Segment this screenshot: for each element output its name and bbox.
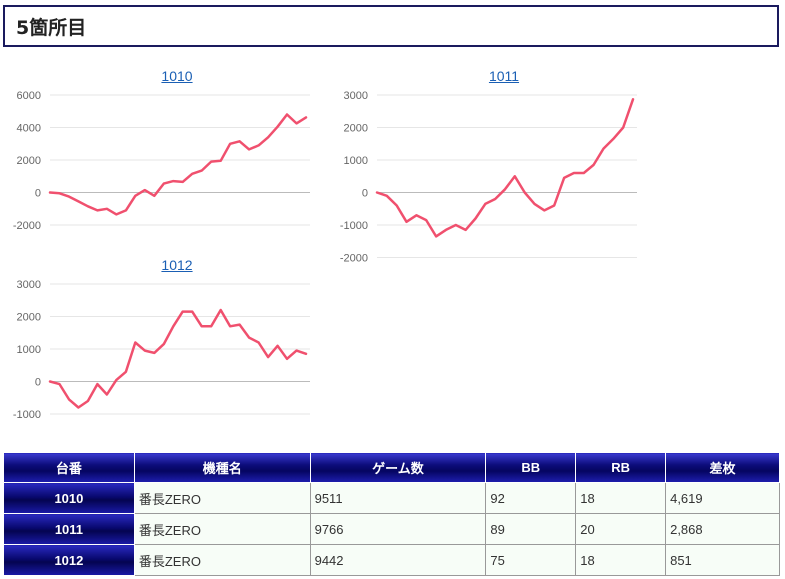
game-count-cell: 9442 [309,544,487,576]
y-tick-label: -2000 [340,253,368,265]
header-bb: BB [485,452,577,483]
difference-cell: 2,868 [665,513,780,545]
section-header: 5箇所目 [3,5,779,47]
y-tick-label: -1000 [340,220,368,232]
bb-cell: 92 [485,482,577,514]
y-tick-label: -1000 [13,409,41,421]
header-machine-name: 機種名 [133,452,311,483]
chart-title-link[interactable]: 1010 [161,68,193,84]
y-tick-label: 0 [35,188,41,200]
bb-cell: 89 [485,513,577,545]
game-count-cell: 9766 [309,513,487,545]
y-tick-label: 2000 [17,312,41,324]
chart-1010: 1010 6000 4000 2000 0 -2000 [13,68,310,238]
header-rb: RB [575,452,667,483]
y-tick-label: 0 [362,188,368,200]
machine-number-cell: 1010 [3,482,135,514]
table-row: 1010 番長ZERO 9511 92 18 4,619 [3,482,780,514]
header-game-count: ゲーム数 [309,452,487,483]
difference-cell: 4,619 [665,482,780,514]
series-line [375,98,635,238]
header-machine-number: 台番 [3,452,135,483]
machine-name-cell: 番長ZERO [133,513,311,545]
machine-number-cell: 1011 [3,513,135,545]
line-chart: 3000 2000 1000 0 -1000 [13,279,310,421]
table-header-row: 台番 機種名 ゲーム数 BB RB 差枚 [3,452,780,483]
line-chart: 3000 2000 1000 0 -1000 -2000 [340,90,637,265]
series-line [48,113,308,216]
section-title: 5箇所目 [16,17,87,39]
y-tick-label: 2000 [17,155,41,167]
chart-title-link[interactable]: 1012 [161,257,193,273]
y-tick-label: 3000 [344,90,368,102]
game-count-cell: 9511 [309,482,487,514]
rb-cell: 20 [575,513,667,545]
machine-number-cell: 1012 [3,544,135,576]
chart-title-link[interactable]: 1011 [488,68,520,84]
y-tick-label: 0 [35,377,41,389]
table-row: 1011 番長ZERO 9766 89 20 2,868 [3,513,780,545]
series-line [48,308,308,409]
rb-cell: 18 [575,482,667,514]
line-chart: 6000 4000 2000 0 -2000 [13,90,310,232]
rb-cell: 18 [575,544,667,576]
y-tick-label: 4000 [17,123,41,135]
chart-1011: 1011 3000 2000 1000 0 -1000 -2000 [340,68,637,265]
machine-name-cell: 番長ZERO [133,544,311,576]
difference-cell: 851 [665,544,780,576]
y-tick-label: -2000 [13,220,41,232]
y-tick-label: 1000 [344,155,368,167]
y-tick-label: 2000 [344,123,368,135]
chart-1012: 1012 3000 2000 1000 0 -1000 [13,257,310,427]
y-tick-label: 1000 [17,344,41,356]
machine-data-table: 台番 機種名 ゲーム数 BB RB 差枚 1010 番長ZERO 9511 92… [3,452,780,576]
bb-cell: 75 [485,544,577,576]
y-tick-label: 3000 [17,279,41,291]
table-row: 1012 番長ZERO 9442 75 18 851 [3,544,780,576]
machine-name-cell: 番長ZERO [133,482,311,514]
header-difference: 差枚 [665,452,780,483]
y-tick-label: 6000 [17,90,41,102]
